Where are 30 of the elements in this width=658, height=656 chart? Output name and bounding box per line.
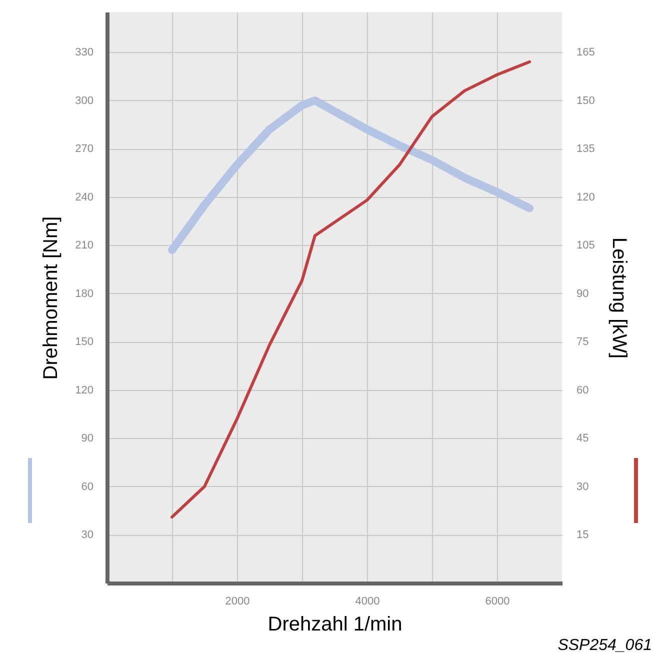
y2-tick-label: 135: [576, 143, 595, 156]
y2-tick-label: 30: [576, 480, 589, 493]
x-tick-label: 4000: [355, 596, 380, 608]
y2-tick-label: 15: [576, 529, 589, 542]
y2-tick-label: 90: [576, 288, 589, 300]
y-tick-label: 330: [75, 46, 94, 59]
x-axis-title: Drehzahl 1/min: [268, 614, 402, 636]
text: SSP254_061: [558, 637, 652, 654]
x-tick-label: 6000: [485, 596, 510, 608]
y2-tick-label: 75: [576, 336, 589, 348]
y-tick-label: 270: [75, 143, 94, 156]
y-tick-label: 150: [75, 336, 94, 348]
y-tick-label: 60: [81, 480, 94, 493]
y2-axis-title: Leistung [kW]: [608, 237, 630, 359]
y-tick-label: 300: [75, 94, 94, 107]
x-tick-label: 2000: [225, 596, 250, 608]
y-tick-label: 120: [75, 384, 94, 396]
line-series: [170, 60, 531, 519]
y2-tick-label: 120: [576, 191, 595, 204]
y2-tick-label: 165: [576, 46, 595, 59]
y-tick-label: 210: [75, 240, 94, 252]
y-tick-label: 180: [75, 288, 94, 300]
y-tick-label: 30: [81, 529, 94, 542]
y-tick-label: 90: [81, 432, 94, 445]
y2-tick-label: 105: [576, 240, 595, 252]
y2-tick-label: 45: [576, 432, 589, 445]
y2-tick-label: 60: [576, 384, 589, 396]
y-axis-title: Drehmoment [Nm]: [40, 216, 62, 380]
y2-tick-label: 150: [576, 94, 595, 107]
y-tick-label: 240: [75, 191, 94, 204]
